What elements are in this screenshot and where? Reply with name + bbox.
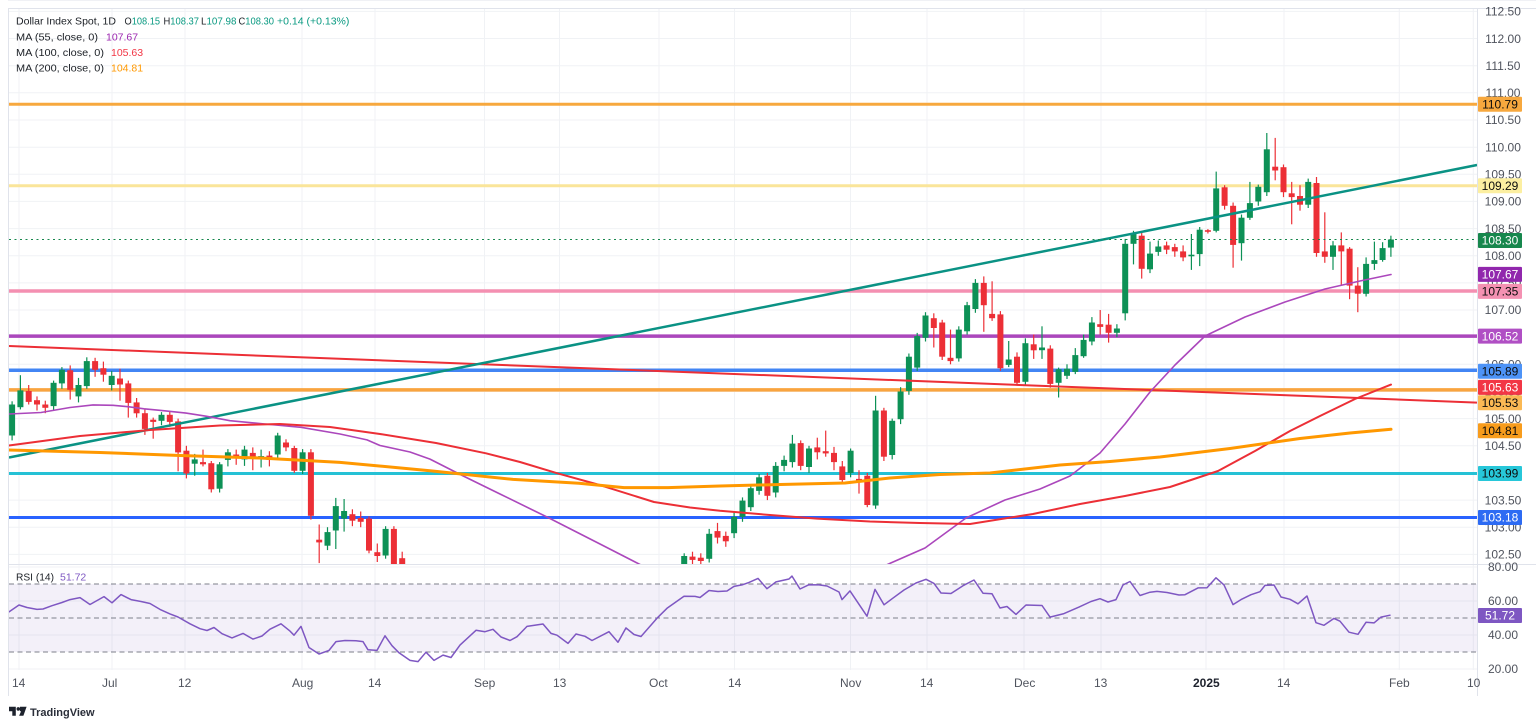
svg-text:105.89: 105.89 <box>1482 364 1519 378</box>
svg-text:14: 14 <box>12 676 26 690</box>
svg-text:103.18: 103.18 <box>1482 511 1519 525</box>
svg-text:102.50: 102.50 <box>1485 548 1522 562</box>
svg-text:40.00: 40.00 <box>1488 628 1518 642</box>
svg-text:109.29: 109.29 <box>1482 179 1519 193</box>
svg-text:14: 14 <box>1277 676 1291 690</box>
svg-text:108.30: 108.30 <box>1482 234 1519 248</box>
svg-text:Dollar Index Spot, 1D: Dollar Index Spot, 1D <box>16 16 116 28</box>
svg-text:107.35: 107.35 <box>1482 285 1519 299</box>
svg-text:107.67: 107.67 <box>106 32 138 44</box>
svg-text:107.00: 107.00 <box>1485 303 1522 317</box>
svg-text:105.63: 105.63 <box>1482 381 1519 395</box>
svg-text:51.72: 51.72 <box>60 572 86 584</box>
svg-text:Aug: Aug <box>292 676 313 690</box>
svg-text:107.67: 107.67 <box>1482 268 1519 282</box>
svg-text:109.00: 109.00 <box>1485 195 1522 209</box>
svg-text:H108.37: H108.37 <box>164 16 200 28</box>
svg-text:13: 13 <box>1094 676 1108 690</box>
svg-text:105.63: 105.63 <box>111 47 143 59</box>
svg-text:111.50: 111.50 <box>1486 59 1521 73</box>
svg-text:51.72: 51.72 <box>1485 609 1515 623</box>
svg-text:O108.15: O108.15 <box>125 16 161 28</box>
svg-text:Feb: Feb <box>1389 676 1410 690</box>
svg-text:110.79: 110.79 <box>1482 98 1518 112</box>
svg-text:112.50: 112.50 <box>1485 5 1521 19</box>
svg-text:TradingView: TradingView <box>30 707 95 719</box>
svg-text:111.00: 111.00 <box>1486 86 1521 100</box>
svg-text:L107.98: L107.98 <box>201 16 237 28</box>
svg-text:112.00: 112.00 <box>1485 32 1521 46</box>
svg-text:105.53: 105.53 <box>1482 396 1519 410</box>
svg-text:108.00: 108.00 <box>1485 249 1522 263</box>
svg-text:110.50: 110.50 <box>1485 113 1521 127</box>
svg-text:Jul: Jul <box>102 676 117 690</box>
svg-text:Sep: Sep <box>474 676 496 690</box>
svg-text:14: 14 <box>920 676 934 690</box>
svg-text:+0.14 (+0.13%): +0.14 (+0.13%) <box>277 16 349 28</box>
svg-text:104.81: 104.81 <box>111 63 143 75</box>
svg-text:Dec: Dec <box>1014 676 1035 690</box>
svg-text:60.00: 60.00 <box>1488 594 1518 608</box>
svg-text:14: 14 <box>368 676 382 690</box>
svg-text:Oct: Oct <box>649 676 668 690</box>
svg-text:12: 12 <box>178 676 192 690</box>
svg-text:10: 10 <box>1467 676 1481 690</box>
svg-text:2025: 2025 <box>1193 676 1220 690</box>
svg-text:C108.30: C108.30 <box>239 16 275 28</box>
svg-text:MA (200, close, 0): MA (200, close, 0) <box>16 63 104 75</box>
svg-text:104.81: 104.81 <box>1482 424 1519 438</box>
svg-text:105.00: 105.00 <box>1485 412 1522 426</box>
svg-text:RSI (14): RSI (14) <box>16 572 54 584</box>
svg-text:20.00: 20.00 <box>1488 662 1518 676</box>
svg-text:103.99: 103.99 <box>1482 467 1519 481</box>
svg-text:14: 14 <box>728 676 742 690</box>
svg-text:108.50: 108.50 <box>1485 222 1522 236</box>
svg-text:13: 13 <box>553 676 567 690</box>
svg-text:109.50: 109.50 <box>1485 168 1522 182</box>
svg-text:Nov: Nov <box>840 676 861 690</box>
svg-text:MA (100, close, 0): MA (100, close, 0) <box>16 47 104 59</box>
svg-text:104.50: 104.50 <box>1485 439 1522 453</box>
svg-text:80.00: 80.00 <box>1488 560 1518 574</box>
svg-text:110.00: 110.00 <box>1485 140 1521 154</box>
svg-text:MA (55, close, 0): MA (55, close, 0) <box>16 32 98 44</box>
svg-text:106.52: 106.52 <box>1482 329 1519 343</box>
svg-text:103.50: 103.50 <box>1485 493 1522 507</box>
